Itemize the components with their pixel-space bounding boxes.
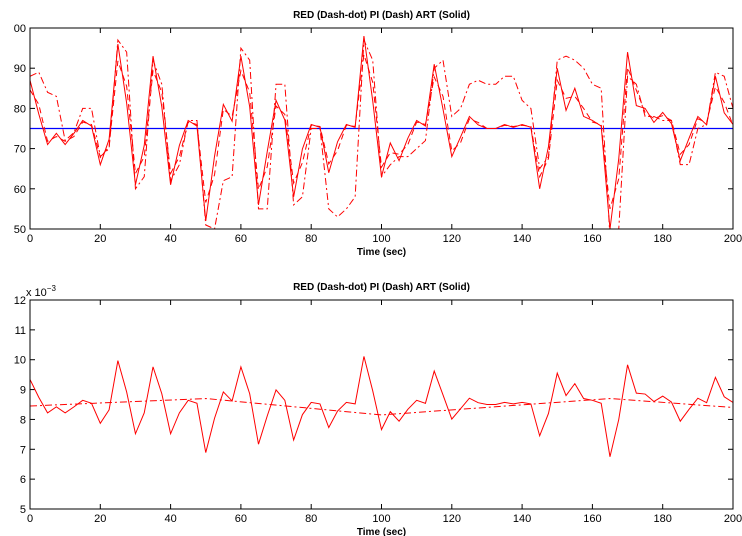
x-tick-label: 0 [27,513,33,525]
axes-frame [29,27,734,230]
x-tick-label: 60 [235,233,247,245]
multiplier-exponent: −3 [47,284,57,293]
x-tick-label: 180 [654,233,672,245]
plot-lines [30,35,733,229]
series-line [30,35,733,229]
y-tick-label: 10 [14,355,26,367]
axes-frame [29,299,734,510]
x-tick-label: 0 [27,233,33,245]
plot-lines [30,356,733,457]
y-tick-label: 7 [20,444,26,456]
x-tick-label: 140 [513,233,531,245]
x-tick-label: 80 [305,233,317,245]
x-tick-label: 160 [583,233,601,245]
y-tick-label: 5 [20,504,26,516]
x-axis-label: Time (sec) [357,247,406,258]
series-line [30,54,733,210]
x-tick-label: 40 [164,233,176,245]
x-tick-label: 200 [724,513,742,525]
y-tick-label: 70 [14,144,26,156]
chart-title: RED (Dash-dot) PI (Dash) ART (Solid) [293,10,470,21]
y-tick-label: 9 [20,385,26,397]
x-tick-label: 80 [305,513,317,525]
y-tick-label: 80 [14,103,26,115]
y-tick-label: 12 [14,295,26,307]
y-tick-label: 90 [14,63,26,75]
series-line [30,356,733,457]
y-tick-label: 11 [15,325,26,337]
y-tick-label: 8 [20,414,26,426]
plot-area [30,300,733,509]
x-tick-label: 20 [94,233,106,245]
x-tick-label: 120 [443,513,461,525]
x-tick-label: 60 [235,513,247,525]
x-tick-label: 120 [443,233,461,245]
y-tick-label: 50 [14,224,26,236]
multiplier-base: x 10 [26,287,47,299]
y-tick-label: 60 [14,184,26,196]
x-tick-label: 20 [94,513,106,525]
chart-title: RED (Dash-dot) PI (Dash) ART (Solid) [293,282,470,293]
x-tick-label: 140 [513,513,531,525]
x-tick-label: 200 [724,233,742,245]
y-multiplier: x 10−3 [26,284,56,299]
y-tick-label: 6 [20,474,26,486]
x-tick-label: 100 [372,513,390,525]
x-tick-label: 40 [164,513,176,525]
x-tick-label: 160 [583,513,601,525]
x-axis-label: Time (sec) [357,527,406,536]
x-tick-label: 180 [654,513,672,525]
x-tick-label: 100 [372,233,390,245]
y-tick-label: 00 [14,23,26,35]
